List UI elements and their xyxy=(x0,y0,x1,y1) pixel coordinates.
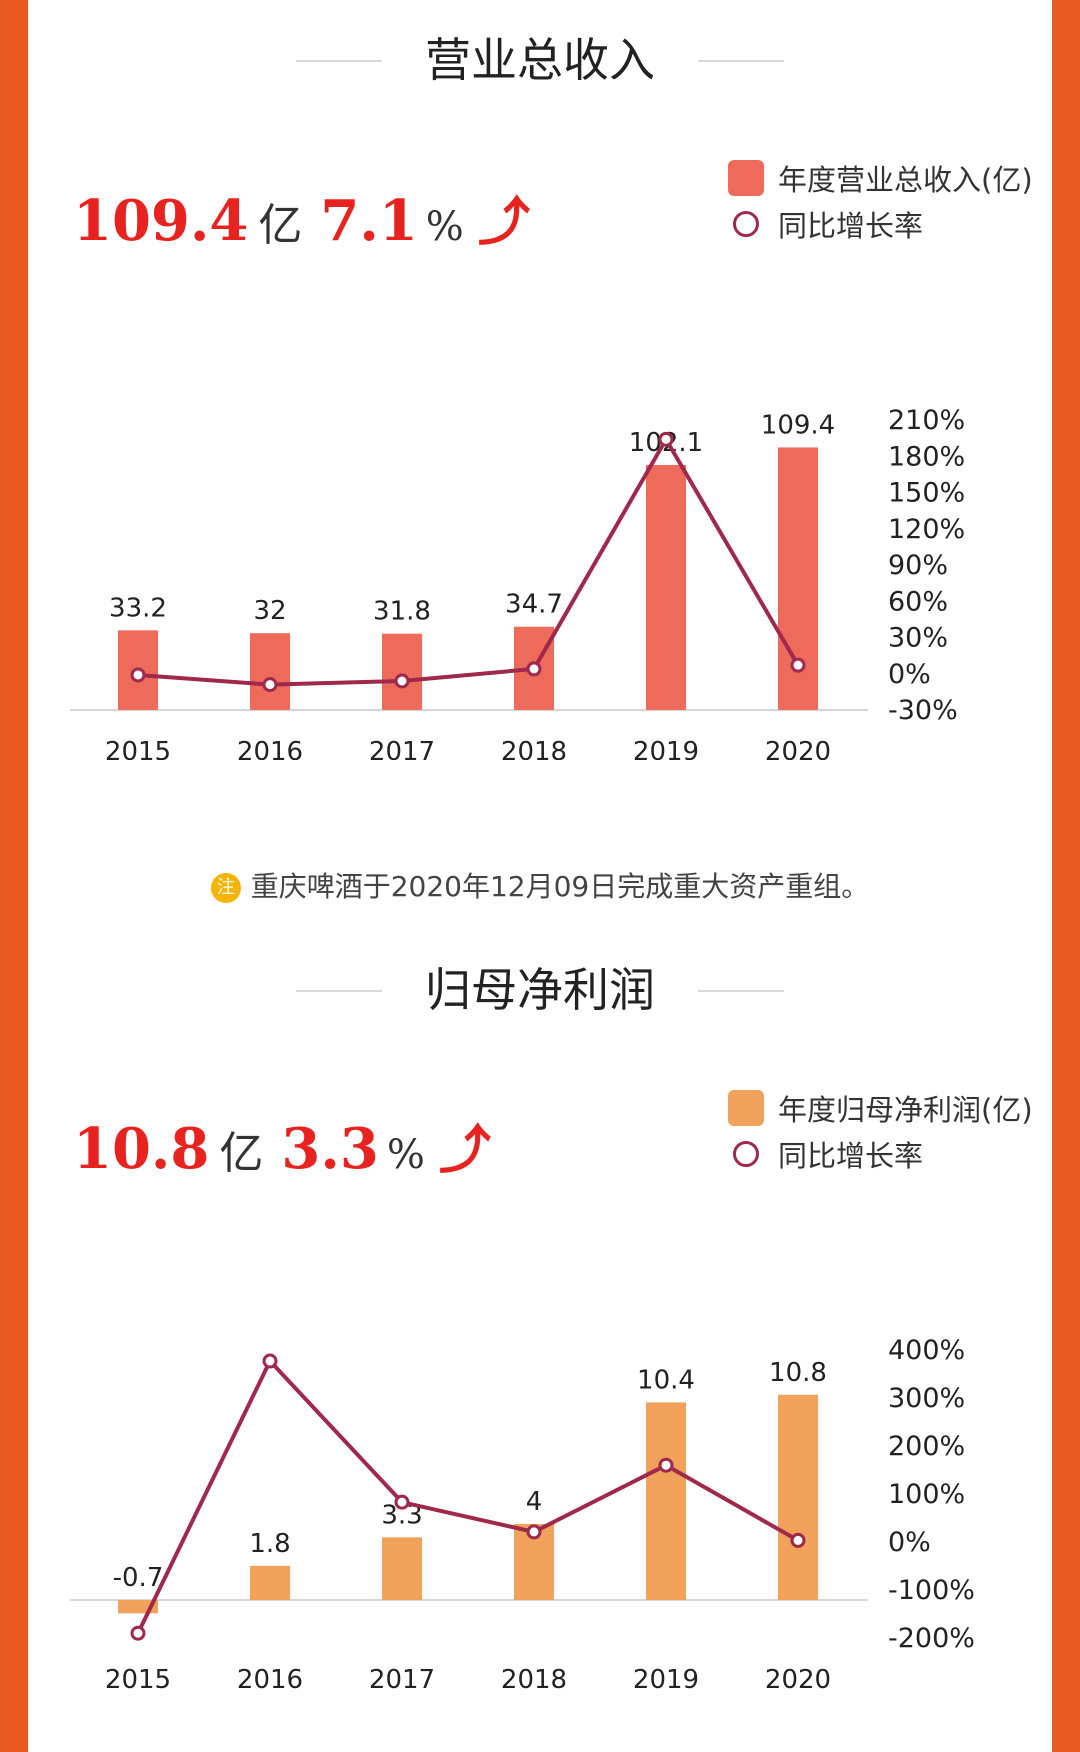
growth-point xyxy=(394,673,410,689)
kpi-unit: 亿 xyxy=(219,1128,264,1179)
y2-tick-label: 200% xyxy=(888,1431,965,1462)
bar-value-label: -0.7 xyxy=(113,1563,164,1593)
bar-value-label: 32 xyxy=(253,596,286,626)
x-tick-label: 2018 xyxy=(501,737,567,760)
kpi-row: 10.8 亿 3.3% ⤴ xyxy=(73,1108,491,1188)
bar xyxy=(778,1394,818,1600)
bar-value-label: 33.2 xyxy=(109,593,167,623)
bar xyxy=(250,633,290,710)
bar xyxy=(250,1565,290,1600)
kpi-unit: 亿 xyxy=(258,200,303,251)
y2-tick-label: 300% xyxy=(888,1383,965,1414)
kpi-value: 109.4 xyxy=(73,188,249,254)
y2-tick-label: 120% xyxy=(888,514,965,545)
y2-tick-label: -30% xyxy=(888,695,958,726)
y2-tick-label: 90% xyxy=(888,550,948,581)
growth-point xyxy=(526,661,542,677)
y2-tick-label: 180% xyxy=(888,441,965,472)
kpi-row: 109.4 亿 7.1% ⤴ xyxy=(73,180,530,260)
growth-point xyxy=(262,677,278,693)
kpi-growth: 7.1 xyxy=(320,188,418,254)
legend-swatch xyxy=(728,160,764,196)
revenue-chart: 33.2201532201631.8201734.72018102.120191… xyxy=(70,405,965,760)
legend-swatch xyxy=(728,1090,764,1126)
growth-line xyxy=(136,1359,799,1635)
y2-tick-label: 100% xyxy=(888,1479,965,1510)
bar-value-label: 1.8 xyxy=(249,1529,290,1559)
profit-chart: -0.720151.820163.320174201810.4201910.82… xyxy=(70,1335,975,1695)
growth-line xyxy=(137,437,800,687)
bar xyxy=(382,633,422,710)
bar xyxy=(646,1402,686,1600)
x-tick-label: 2018 xyxy=(501,1665,567,1695)
x-tick-label: 2020 xyxy=(765,1665,831,1695)
bar xyxy=(646,464,686,710)
legend-label: 年度归母净利润(亿) xyxy=(778,1093,1033,1127)
growth-point xyxy=(130,1625,146,1641)
growth-point xyxy=(394,1494,410,1510)
infographic-card: 营业总收入 109.4 亿 7.1% ⤴ 年度营业总收入(亿) 同比增长率 33.2 2… xyxy=(28,0,1052,1752)
growth-point xyxy=(658,1457,674,1473)
kpi-value: 10.8 xyxy=(73,1116,210,1182)
legend-marker xyxy=(733,211,759,237)
y2-tick-label: 0% xyxy=(888,1527,931,1558)
x-tick-label: 2016 xyxy=(237,737,303,760)
growth-point xyxy=(790,657,806,673)
x-tick-label: 2016 xyxy=(237,1665,303,1695)
section-title-text: 归母净利润 xyxy=(425,963,655,1017)
y2-tick-label: 400% xyxy=(888,1335,965,1366)
kpi-growth-unit: % xyxy=(386,1132,425,1178)
legend: 年度营业总收入(亿) 同比增长率 xyxy=(728,155,1033,247)
legend-label: 年度营业总收入(亿) xyxy=(778,163,1033,197)
bar-value-label: 34.7 xyxy=(505,590,563,620)
x-tick-label: 2017 xyxy=(369,737,435,760)
y2-tick-label: 30% xyxy=(888,623,948,654)
growth-point xyxy=(262,1353,278,1369)
up-arrow-icon: ⤴ xyxy=(438,1121,491,1181)
y2-tick-label: 60% xyxy=(888,586,948,617)
title-rule-right xyxy=(698,990,784,992)
x-tick-label: 2019 xyxy=(633,1665,699,1695)
bar-value-label: 10.8 xyxy=(769,1358,827,1388)
bar-value-label: 10.4 xyxy=(637,1365,695,1395)
y2-tick-label: 210% xyxy=(888,405,965,436)
legend-marker xyxy=(733,1141,759,1167)
growth-point xyxy=(130,667,146,683)
legend-item-line: 同比增长率 xyxy=(728,201,1033,247)
legend-item-bar: 年度归母净利润(亿) xyxy=(728,1085,1033,1131)
growth-point xyxy=(790,1532,806,1548)
legend-item-bar: 年度营业总收入(亿) xyxy=(728,155,1033,201)
legend: 年度归母净利润(亿) 同比增长率 xyxy=(728,1085,1033,1177)
bar xyxy=(382,1537,422,1600)
footnote: 注重庆啤酒于2020年12月09日完成重大资产重组。 xyxy=(28,865,1052,905)
section-title: 营业总收入 xyxy=(28,30,1052,90)
note-badge: 注 xyxy=(210,873,241,903)
section-title: 归母净利润 xyxy=(28,960,1052,1020)
up-arrow-icon: ⤴ xyxy=(477,193,530,253)
bar-value-label: 31.8 xyxy=(373,597,431,627)
x-tick-label: 2019 xyxy=(633,737,699,760)
title-rule-left xyxy=(296,60,382,62)
legend-item-line: 同比增长率 xyxy=(728,1131,1033,1177)
kpi-growth: 3.3 xyxy=(281,1116,379,1182)
legend-label: 同比增长率 xyxy=(778,209,924,243)
section-title-text: 营业总收入 xyxy=(425,33,655,87)
y2-tick-label: -200% xyxy=(888,1623,975,1654)
kpi-growth-unit: % xyxy=(425,204,464,250)
growth-point xyxy=(658,431,674,447)
y2-tick-label: -100% xyxy=(888,1575,975,1606)
x-tick-label: 2015 xyxy=(105,1665,171,1695)
y2-tick-label: 0% xyxy=(888,659,931,690)
title-rule-right xyxy=(698,60,784,62)
legend-label: 同比增长率 xyxy=(778,1139,924,1173)
x-tick-label: 2020 xyxy=(765,737,831,760)
x-tick-label: 2015 xyxy=(105,737,171,760)
x-tick-label: 2017 xyxy=(369,1665,435,1695)
growth-point xyxy=(526,1524,542,1540)
title-rule-left xyxy=(296,990,382,992)
note-text: 重庆啤酒于2020年12月09日完成重大资产重组。 xyxy=(250,870,870,903)
bar-value-label: 4 xyxy=(526,1487,543,1517)
bar-value-label: 109.4 xyxy=(761,410,835,440)
y2-tick-label: 150% xyxy=(888,478,965,509)
